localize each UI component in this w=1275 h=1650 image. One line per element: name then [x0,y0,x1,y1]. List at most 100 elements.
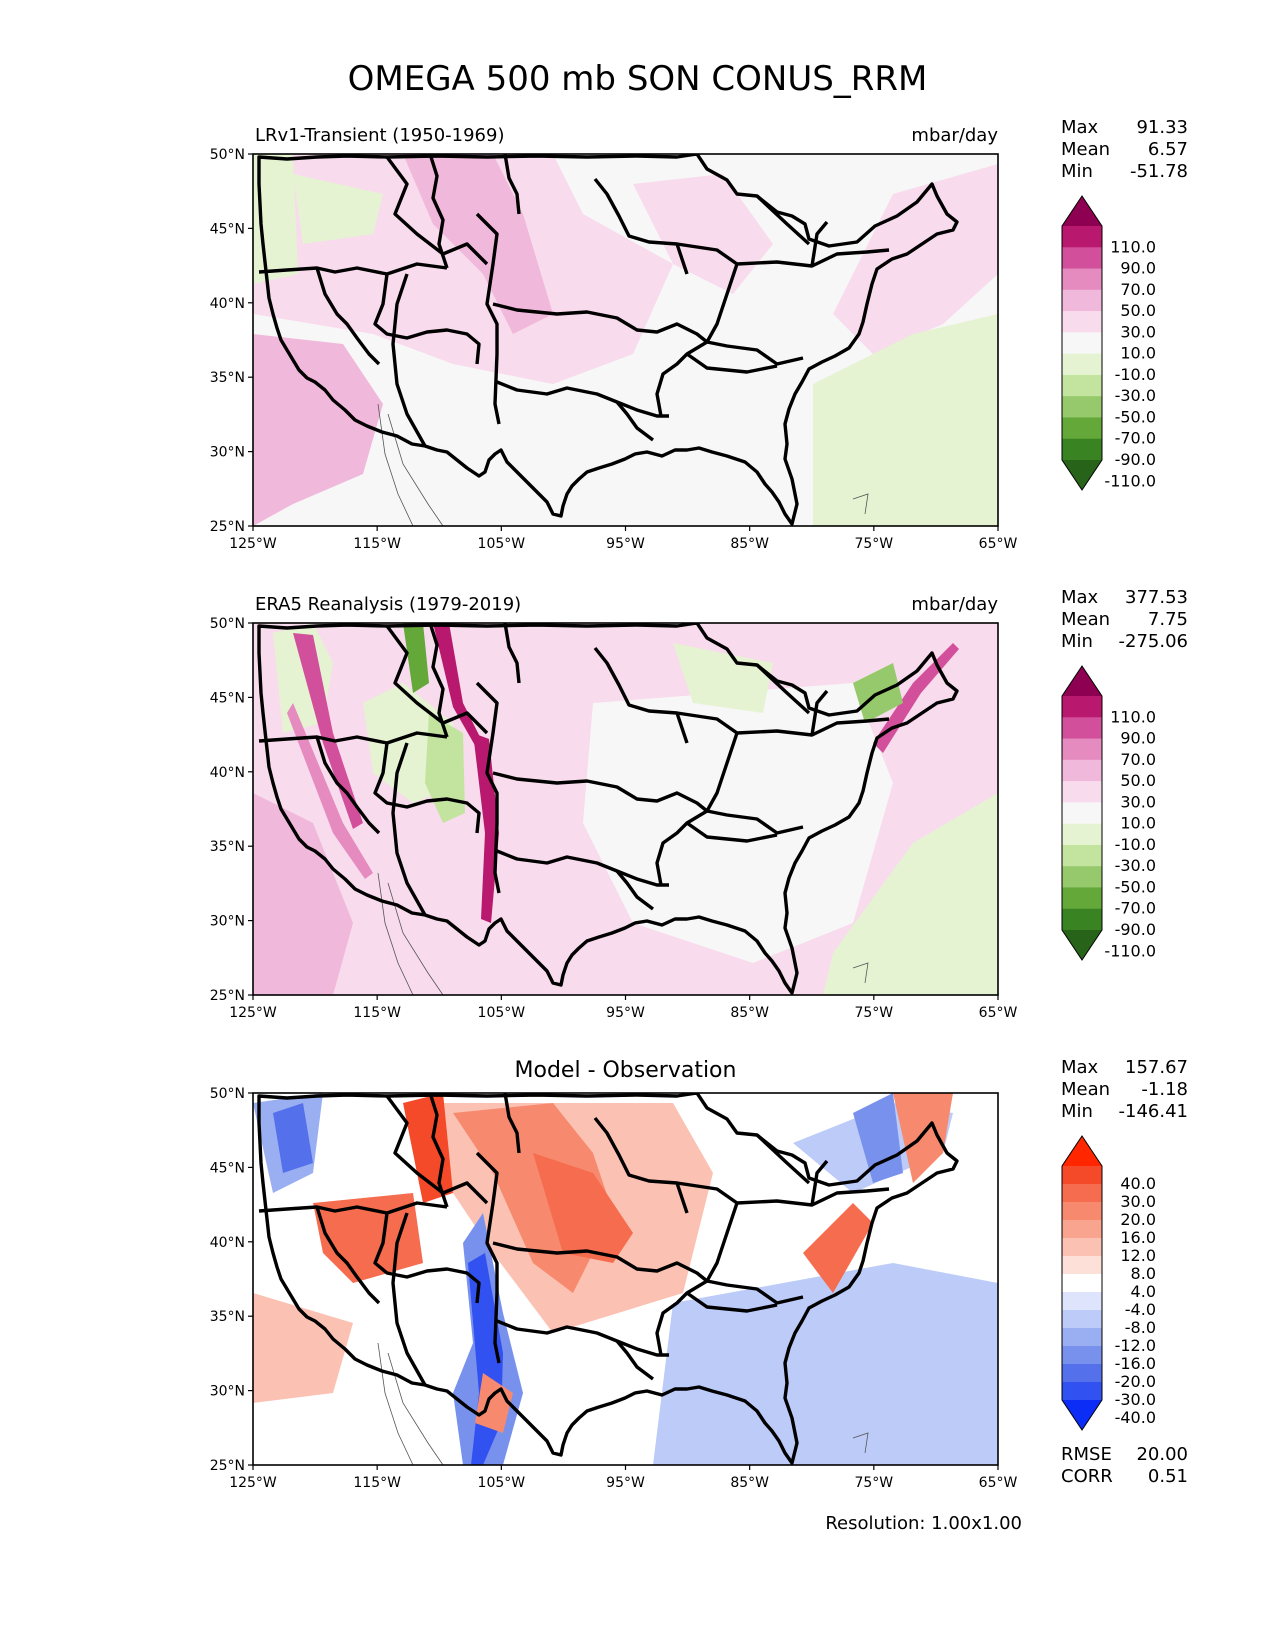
colorbar-segment [1062,1166,1102,1185]
colorbar-level-label: -70.0 [1115,429,1156,448]
colorbar-segment [1062,1382,1102,1401]
colorbar-level-label: -50.0 [1115,407,1156,426]
x-tick-label: 125°W [229,536,277,552]
colorbar-level-label: 90.0 [1120,259,1156,278]
panel-1-max-value: 91.33 [1136,117,1188,138]
y-tick-label: 45°N [210,1160,245,1176]
colorbar-extend-top [1062,666,1102,696]
colorbar-segment [1062,353,1102,376]
colorbar-2: 110.0 90.0 70.0 50.0 30.0 10.0 -10.0 -30.0 -50.0… [1061,665,1156,961]
x-tick-label: 105°W [478,1475,526,1491]
panel-3-mean-label: Mean [1061,1079,1111,1100]
panel-2-max-value: 377.53 [1125,587,1188,608]
panel-2-mean-value: 7.75 [1147,609,1188,630]
y-tick-label: 40°N [210,296,245,312]
colorbar-level-label: -30.0 [1115,856,1156,875]
panel-3-center-title: Model - Observation [514,1058,737,1083]
colorbar-level-label: 50.0 [1120,771,1156,790]
colorbar-level-label: 50.0 [1120,301,1156,320]
panel-1-min-value: -51.78 [1129,161,1188,182]
x-tick-label: 115°W [353,536,401,552]
figure-title: OMEGA 500 mb SON CONUS_RRM [347,59,928,99]
colorbar-segment [1062,866,1102,889]
x-tick-label: 65°W [979,1475,1018,1491]
map-panel-1: 125°W 115°W 105°W 95°W 85°W 75°W 65°W 50°N 45°N 4… [210,147,1018,552]
colorbar-segment [1062,759,1102,782]
colorbar-segment [1062,1256,1102,1275]
y-tick-label: 45°N [210,690,245,706]
y-tick-label: 25°N [210,519,245,535]
colorbar-segment [1062,226,1102,248]
colorbar-level-label: -30.0 [1115,386,1156,405]
panel-2-mean-label: Mean [1061,609,1111,630]
x-tick-label: 95°W [606,536,645,552]
colorbar-level-label: -110.0 [1104,941,1156,960]
colorbar-segment [1062,1310,1102,1329]
colorbar-level-label: -8.0 [1125,1318,1156,1337]
colorbar-extend-top [1062,196,1102,226]
corr-value: 0.51 [1147,1466,1188,1487]
colorbar-level-label: 30.0 [1120,322,1156,341]
panel-2-min-label: Min [1061,631,1093,652]
colorbar-level-label: -10.0 [1115,365,1156,384]
x-tick-label: 115°W [353,1005,401,1021]
colorbar-level-label: 20.0 [1120,1210,1156,1229]
x-tick-label: 115°W [353,1475,401,1491]
x-tick-label: 85°W [730,536,769,552]
x-tick-label: 75°W [854,1475,893,1491]
colorbar-level-label: -30.0 [1115,1390,1156,1409]
panel-1-units: mbar/day [911,125,998,146]
rmse-value: 20.00 [1136,1444,1188,1465]
colorbar-level-label: -70.0 [1115,899,1156,918]
field-shading-2 [253,623,998,995]
colorbar-segment [1062,844,1102,867]
colorbar-segment [1062,268,1102,291]
colorbar-segment [1062,417,1102,440]
y-tick-label: 25°N [210,988,245,1004]
y-tick-label: 50°N [210,616,245,632]
y-tick-label: 50°N [210,1086,245,1102]
y-tick-label: 25°N [210,1458,245,1474]
colorbar-segment [1062,887,1102,910]
corr-label: CORR [1061,1466,1113,1487]
panel-3-max-value: 157.67 [1125,1057,1188,1078]
colorbar-segment [1062,1202,1102,1221]
colorbar-level-label: -10.0 [1115,835,1156,854]
x-tick-label: 95°W [606,1475,645,1491]
colorbar-segment [1062,802,1102,825]
panel-2-min-value: -275.06 [1118,631,1188,652]
colorbar-segment [1062,1292,1102,1311]
colorbar-level-label: -4.0 [1125,1300,1156,1319]
colorbar-level-label: 110.0 [1110,237,1156,256]
x-tick-label: 75°W [854,536,893,552]
colorbar-3: 40.030.020.016.012.08.04.0-4.0-8.0-12.0-… [1061,1135,1156,1431]
panel-1-mean-label: Mean [1061,139,1111,160]
colorbar-segment [1062,1220,1102,1239]
panel-3-min-value: -146.41 [1118,1101,1188,1122]
colorbar-level-label: 10.0 [1120,344,1156,363]
colorbar-level-label: -50.0 [1115,877,1156,896]
colorbar-level-label: -90.0 [1115,450,1156,469]
colorbar-level-label: -16.0 [1115,1354,1156,1373]
colorbar-segment [1062,738,1102,761]
colorbar-segment [1062,696,1102,718]
x-tick-label: 125°W [229,1475,277,1491]
x-tick-label: 85°W [730,1475,769,1491]
x-tick-label: 105°W [478,1005,526,1021]
colorbar-level-label: -40.0 [1115,1408,1156,1427]
colorbar-segment [1062,781,1102,803]
x-tick-label: 75°W [854,1005,893,1021]
x-tick-label: 65°W [979,1005,1018,1021]
panel-2-units: mbar/day [911,594,998,615]
colorbar-level-label: 10.0 [1120,814,1156,833]
panel-1-max-label: Max [1061,117,1099,138]
colorbar-1: 110.0 90.0 70.0 50.0 30.0 10.0 -10.0 -30.0 -50.0… [1061,195,1156,491]
colorbar-level-label: 110.0 [1110,707,1156,726]
field-shading-1 [253,154,998,526]
panel-1-min-label: Min [1061,161,1093,182]
colorbar-level-label: -90.0 [1115,920,1156,939]
y-tick-label: 35°N [210,1309,245,1325]
colorbar-segment [1062,1274,1102,1293]
x-tick-label: 65°W [979,536,1018,552]
